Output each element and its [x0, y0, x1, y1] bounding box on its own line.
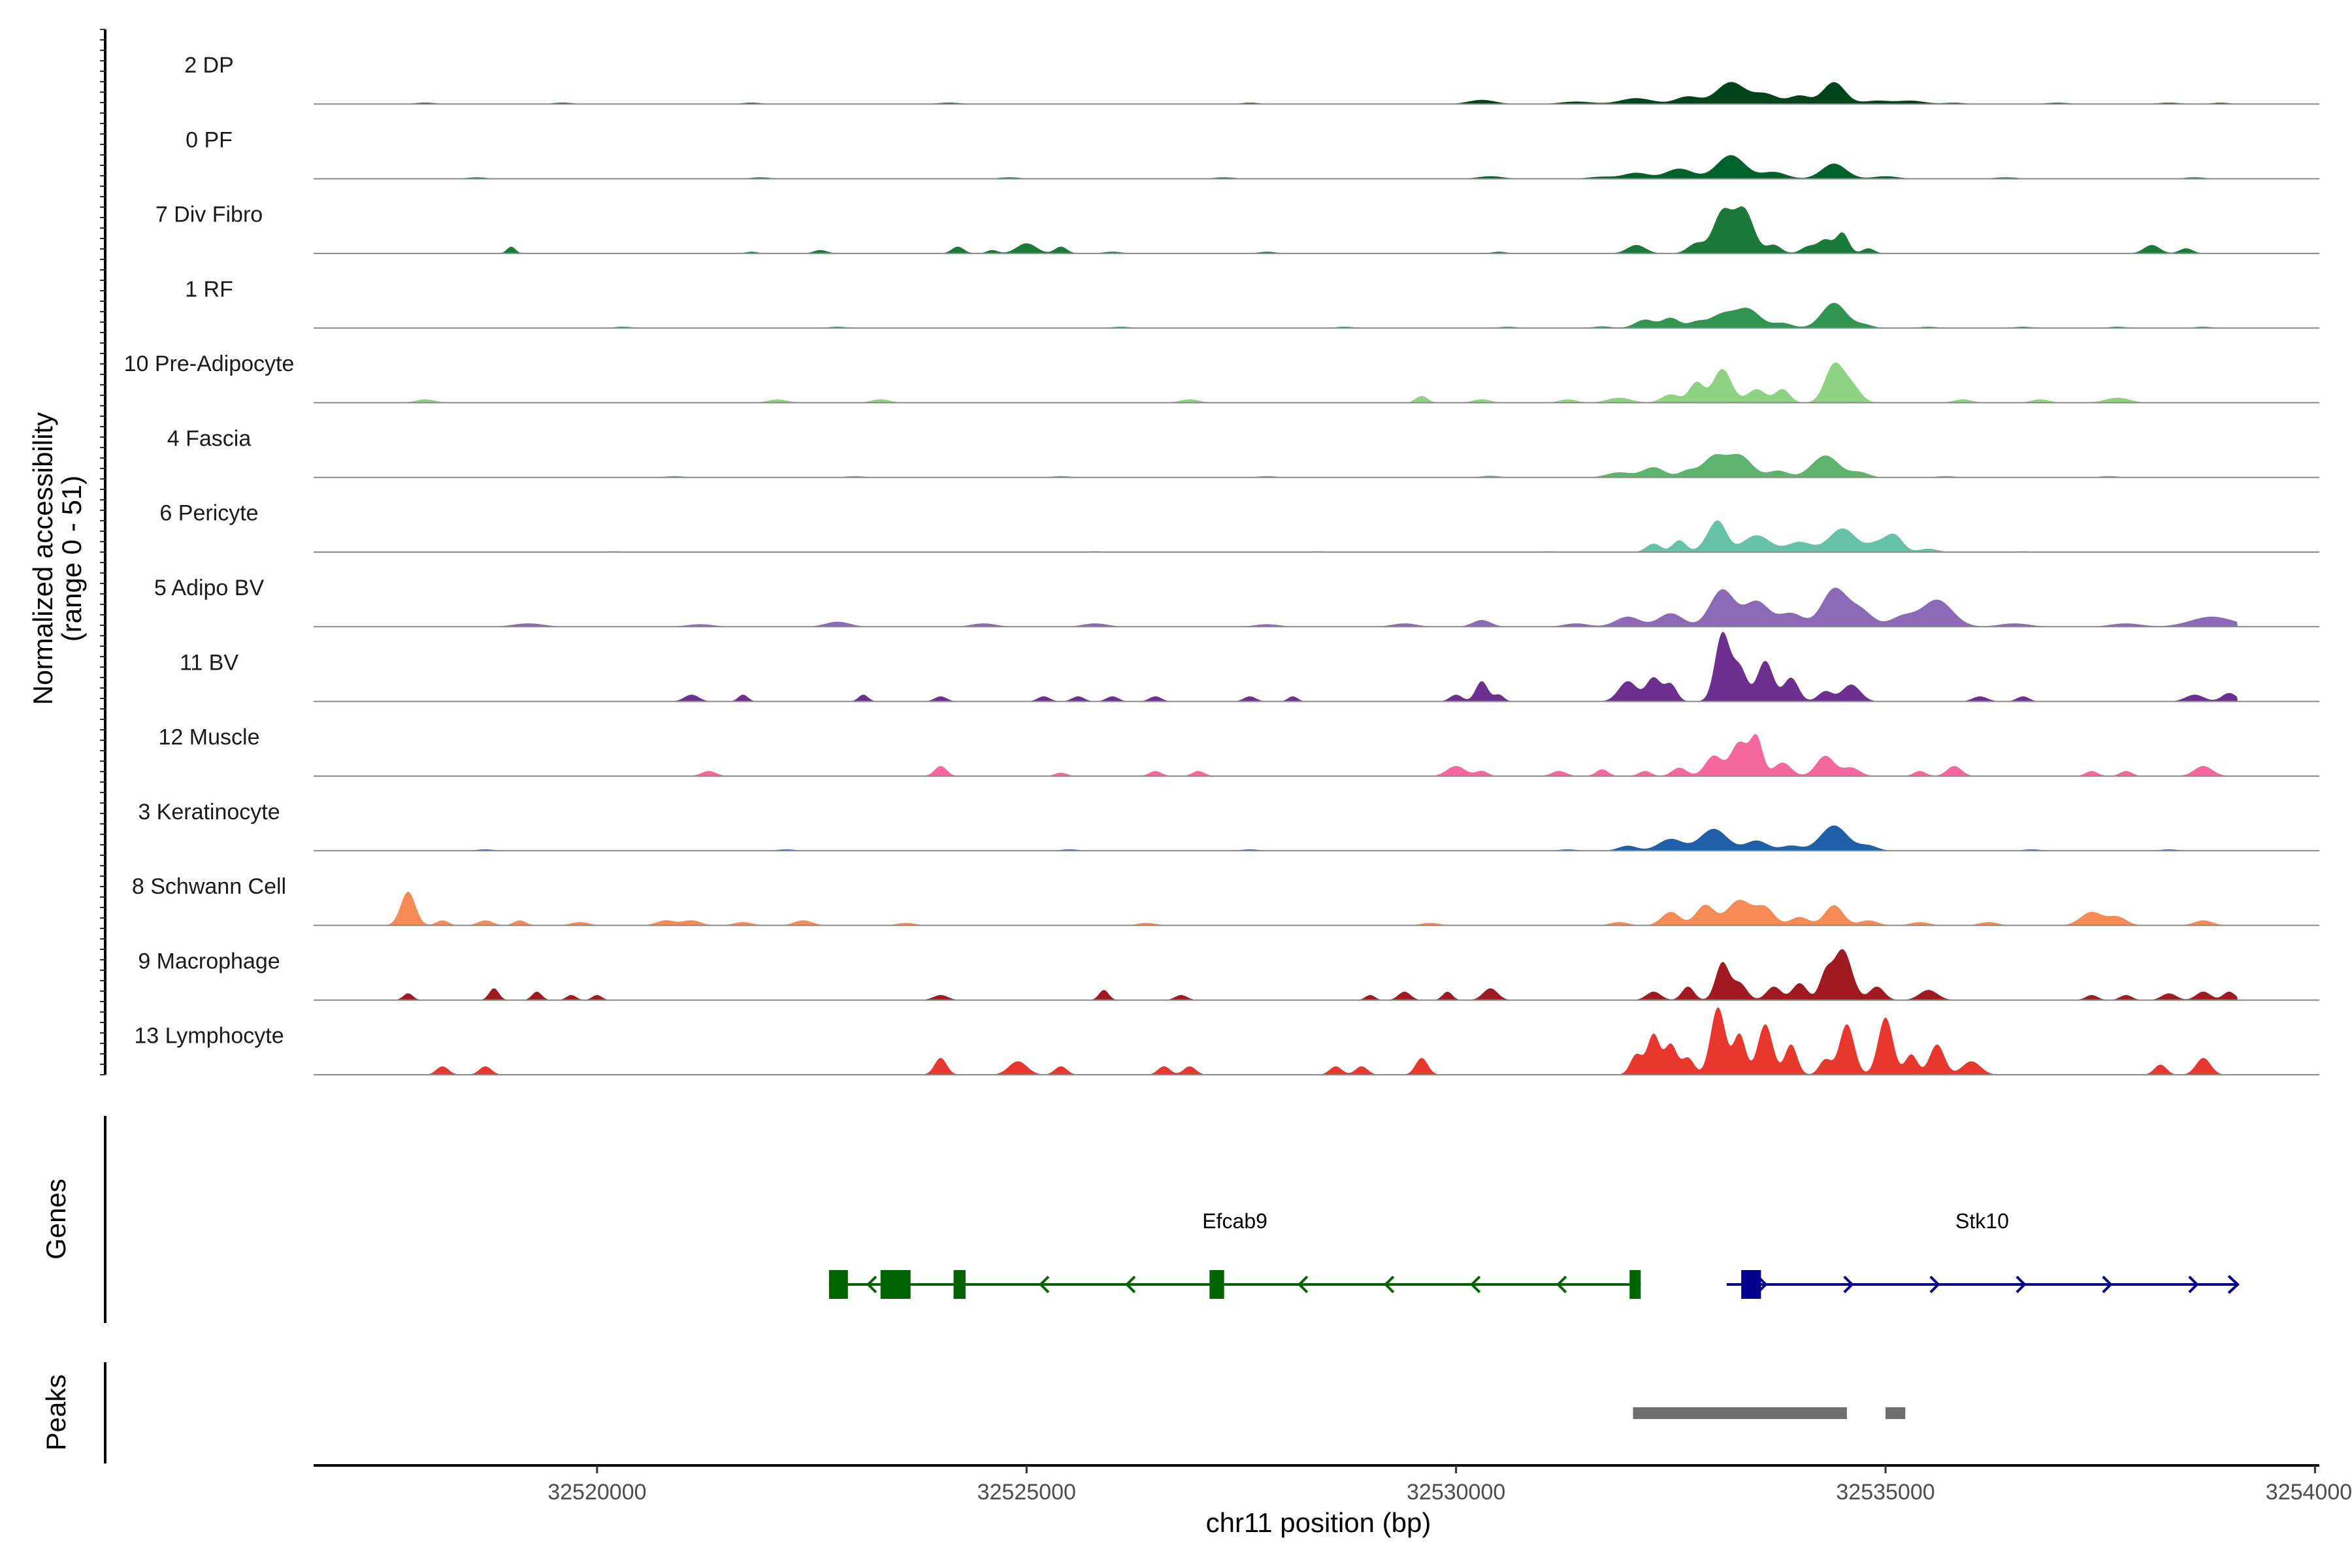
coverage-tracks: [314, 82, 2319, 1075]
x-tick-label: 32530000: [1407, 1480, 1505, 1505]
strand-arrow: [1384, 1275, 1395, 1294]
coverage-area-7-div-fibro: [314, 206, 2238, 253]
track-label-2-dp: 2 DP: [184, 53, 234, 78]
track-0-pf: [314, 155, 2319, 180]
strand-arrow: [2016, 1275, 2027, 1294]
coverage-area-10-pre-adipocyte: [314, 362, 2238, 403]
track-label-10-pre-adipocyte: 10 Pre-Adipocyte: [124, 351, 295, 376]
track-12-muscle: [314, 734, 2319, 777]
track-label-11-bv: 11 BV: [180, 650, 238, 675]
track-13-lymphocyte: [314, 1007, 2319, 1075]
x-tick-label: 32540000: [2266, 1480, 2352, 1505]
peak-region: [1633, 1407, 1847, 1419]
track-label-7-div-fibro: 7 Div Fibro: [155, 203, 263, 227]
strand-arrow: [1298, 1275, 1309, 1294]
exon-efcab9: [1629, 1270, 1641, 1299]
track-6-pericyte: [314, 520, 2319, 553]
y-axis-title: Normalized accessibility: [27, 412, 58, 705]
x-tick-label: 32525000: [977, 1480, 1076, 1505]
strand-arrow: [1843, 1275, 1854, 1294]
exon-stk10: [1741, 1270, 1761, 1299]
track-label-6-pericyte: 6 Pericyte: [159, 501, 258, 526]
x-axis-title: chr11 position (bp): [1206, 1507, 1431, 1538]
track-label-4-fascia: 4 Fascia: [167, 426, 252, 451]
track-5-adipo-bv: [314, 587, 2319, 628]
peaks-panel-label: Peaks: [41, 1375, 71, 1451]
gene-label-efcab9: Efcab9: [1202, 1209, 1267, 1233]
coverage-area-5-adipo-bv: [314, 587, 2238, 627]
track-10-pre-adipocyte: [314, 362, 2319, 404]
track-11-bv: [314, 632, 2319, 702]
track-7-div-fibro: [314, 206, 2319, 254]
strand-arrow: [2188, 1275, 2199, 1294]
track-label-8-schwann-cell: 8 Schwann Cell: [132, 874, 286, 899]
exon-efcab9: [953, 1270, 966, 1299]
coverage-area-4-fascia: [314, 453, 2238, 478]
track-4-fascia: [314, 453, 2319, 478]
track-2-dp: [314, 82, 2319, 105]
track-9-macrophage: [314, 949, 2319, 1001]
track-labels: 2 DP 0 PF 7 Div Fibro 1 RF 10 Pre-Adipocyte 4…: [124, 53, 295, 1049]
x-tick-label: 32535000: [1836, 1480, 1935, 1505]
x-axis: 32520000 32525000 32530000 32535000 32540000: [314, 1464, 2352, 1505]
strand-arrow: [2102, 1275, 2113, 1294]
track-1-rf: [314, 302, 2319, 329]
track-label-9-macrophage: 9 Macrophage: [138, 949, 280, 973]
coverage-area-13-lymphocyte: [314, 1007, 2238, 1075]
track-8-schwann-cell: [314, 892, 2319, 926]
track-label-0-pf: 0 PF: [186, 127, 233, 152]
coverage-area-6-pericyte: [314, 520, 2238, 552]
gene-efcab9: Efcab9: [828, 1209, 1641, 1299]
strand-arrow: [1125, 1275, 1136, 1294]
coverage-area-1-rf: [314, 302, 2238, 329]
gene-stk10: Stk10: [1726, 1209, 2240, 1299]
track-label-5-adipo-bv: 5 Adipo BV: [154, 576, 265, 600]
peak-region: [1886, 1407, 1906, 1419]
coverage-area-9-macrophage: [314, 949, 2238, 1000]
coverage-area-12-muscle: [314, 734, 2238, 776]
strand-arrow: [1039, 1275, 1050, 1294]
track-label-13-lymphocyte: 13 Lymphocyte: [134, 1024, 284, 1049]
exon-efcab9: [828, 1270, 848, 1299]
peak-regions: [1633, 1407, 1906, 1419]
coverage-area-8-schwann-cell: [314, 892, 2238, 926]
track-label-12-muscle: 12 Muscle: [159, 725, 260, 750]
x-tick-label: 32520000: [547, 1480, 646, 1505]
strand-arrow: [1470, 1275, 1481, 1294]
y-axis-subtitle: (range 0 - 51): [56, 476, 87, 642]
coverage-area-2-dp: [314, 82, 2238, 105]
track-3-keratinocyte: [314, 825, 2319, 852]
track-label-1-rf: 1 RF: [185, 277, 233, 302]
coverage-area-3-keratinocyte: [314, 825, 2238, 851]
strand-arrow: [1929, 1275, 1940, 1294]
gene-label-stk10: Stk10: [1955, 1209, 2009, 1233]
coverage-area-0-pf: [314, 155, 2238, 179]
strand-arrow: [1556, 1275, 1567, 1294]
strand-arrow: [866, 1275, 877, 1294]
genes-panel-label: Genes: [41, 1179, 71, 1260]
y-axis: [100, 29, 106, 1075]
gene-annotations: Efcab9 Stk10: [828, 1209, 2240, 1299]
exon-efcab9: [1209, 1270, 1224, 1299]
strand-arrow: [2227, 1275, 2240, 1294]
exon-efcab9: [880, 1270, 911, 1299]
coverage-area-11-bv: [314, 632, 2238, 702]
track-label-3-keratinocyte: 3 Keratinocyte: [138, 800, 280, 825]
